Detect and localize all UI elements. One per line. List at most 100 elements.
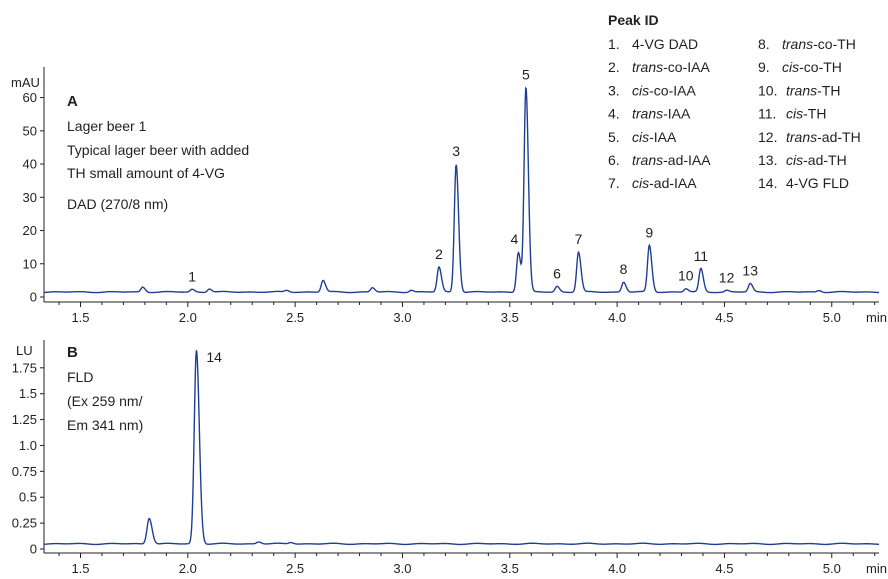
y-tick-label: 0 — [30, 542, 37, 557]
legend-entry-name: trans-co-IAA — [632, 59, 710, 75]
legend-entry-name-part: -co-TH — [813, 36, 856, 52]
x-tick-label: 2.5 — [286, 561, 304, 576]
y-tick-label: 20 — [23, 223, 37, 238]
x-tick-label: 3.5 — [501, 310, 519, 325]
x-tick-label: 4.5 — [715, 561, 733, 576]
legend-entry-name: cis-ad-TH — [786, 152, 847, 168]
legend-entry-name: trans-TH — [786, 82, 840, 98]
y-tick-label: 1.5 — [19, 386, 37, 401]
peak-label-1: 1 — [188, 268, 196, 284]
x-tick-label: 2.0 — [179, 561, 197, 576]
annotation-line: DAD (270/8 nm) — [67, 196, 168, 212]
x-tick-label: 3.0 — [393, 561, 411, 576]
legend-entry-name-part: trans — [632, 106, 663, 122]
y-tick-label: 1.75 — [12, 360, 37, 375]
peak-label-6: 6 — [553, 265, 561, 281]
y-unit-label: LU — [16, 343, 33, 358]
peak-label-12: 12 — [719, 269, 735, 285]
peak-label-10: 10 — [678, 268, 694, 284]
annotation-line: (Ex 259 nm/ — [67, 393, 143, 409]
y-tick-label: 1.0 — [19, 438, 37, 453]
legend-entry-name-part: 4-VG FLD — [786, 175, 849, 191]
legend-entry-name-part: -IAA — [649, 129, 677, 145]
legend-entry-number: 5. — [608, 129, 620, 145]
peak-label-14: 14 — [206, 349, 222, 365]
x-tick-label: 2.0 — [179, 310, 197, 325]
legend-title: Peak ID — [608, 12, 659, 28]
legend-entry-number: 1. — [608, 36, 620, 52]
legend-entry-number: 13. — [758, 152, 777, 168]
peak-label-7: 7 — [575, 231, 583, 247]
x-tick-label: 5.0 — [823, 310, 841, 325]
y-tick-label: 0.75 — [12, 464, 37, 479]
legend-entry-name-part: cis — [632, 82, 649, 98]
x-tick-label: 4.0 — [608, 310, 626, 325]
legend-entry-name-part: -co-IAA — [649, 82, 696, 98]
legend-entry-name: trans-ad-TH — [786, 129, 861, 145]
legend-entry-name-part: -TH — [803, 106, 826, 122]
legend-entry-name-part: cis — [786, 152, 803, 168]
legend-entry-name: 4-VG FLD — [786, 175, 849, 191]
chromatogram-trace — [43, 350, 880, 546]
legend-entry-number: 14. — [758, 175, 777, 191]
peak-label-8: 8 — [620, 261, 628, 277]
legend-entry-name-part: -ad-IAA — [663, 152, 711, 168]
legend-entry-name-part: -ad-TH — [817, 129, 861, 145]
y-tick-label: 50 — [23, 123, 37, 138]
x-tick-label: 1.5 — [71, 310, 89, 325]
legend-entry-name: cis-co-TH — [782, 59, 842, 75]
legend-entry-number: 12. — [758, 129, 777, 145]
y-unit-label: mAU — [11, 75, 40, 90]
x-unit-label: min — [866, 561, 887, 576]
legend-entry-name-part: trans — [632, 152, 663, 168]
legend-entry-name: trans-IAA — [632, 106, 691, 122]
y-tick-label: 30 — [23, 190, 37, 205]
legend-entry-number: 7. — [608, 175, 620, 191]
peak-label-11: 11 — [694, 248, 709, 264]
legend-entry-name-part: cis — [632, 129, 649, 145]
legend-entry-number: 2. — [608, 59, 620, 75]
legend-entry-name: 4-VG DAD — [632, 36, 698, 52]
legend-entry-name-part: -TH — [817, 82, 840, 98]
y-tick-label: 1.25 — [12, 412, 37, 427]
legend-entry-number: 11. — [758, 106, 776, 122]
legend-entry-number: 8. — [758, 36, 770, 52]
legend-entry-number: 9. — [758, 59, 770, 75]
panel-b: 0 0.25 0.5 0.75 1.0 1.25 1.5 1.75 1.5 2.0 2.5 3.0 3.… — [12, 340, 887, 576]
x-tick-label: 3.0 — [393, 310, 411, 325]
x-tick-label: 3.5 — [501, 561, 519, 576]
legend-entry-name: trans-ad-IAA — [632, 152, 711, 168]
x-unit-label: min — [866, 310, 887, 325]
legend-entry-name-part: -ad-TH — [803, 152, 847, 168]
x-tick-label: 1.5 — [71, 561, 89, 576]
legend-entry-name-part: -co-TH — [799, 59, 842, 75]
x-tick-label: 4.0 — [608, 561, 626, 576]
legend-entry-name: cis-IAA — [632, 129, 677, 145]
legend-entry-name-part: trans — [786, 129, 817, 145]
y-tick-label: 0.5 — [19, 490, 37, 505]
annotation-line: FLD — [67, 369, 93, 385]
legend-entry-number: 6. — [608, 152, 620, 168]
legend-entry-name: cis-ad-IAA — [632, 175, 697, 191]
legend-entry-name: cis-TH — [786, 106, 826, 122]
legend-entry-name: trans-co-TH — [782, 36, 856, 52]
legend-entry-name: cis-co-IAA — [632, 82, 696, 98]
annotation-line: Em 341 nm) — [67, 417, 143, 433]
chromatogram-trace — [43, 86, 880, 294]
y-tick-label: 0.25 — [12, 516, 37, 531]
peak-label-9: 9 — [645, 224, 653, 240]
legend-entry-name-part: -ad-IAA — [649, 175, 697, 191]
legend-entry-name-part: 4-VG DAD — [632, 36, 698, 52]
peak-label-5: 5 — [522, 67, 530, 83]
y-tick-label: 60 — [23, 90, 37, 105]
x-tick-label: 2.5 — [286, 310, 304, 325]
legend-entry-number: 3. — [608, 82, 620, 98]
annotation-line: Typical lager beer with added — [67, 142, 249, 158]
legend-entry-number: 4. — [608, 106, 620, 122]
legend-entry-name-part: trans — [782, 36, 813, 52]
y-tick-label: 40 — [23, 157, 37, 172]
legend-entry-name-part: cis — [632, 175, 649, 191]
